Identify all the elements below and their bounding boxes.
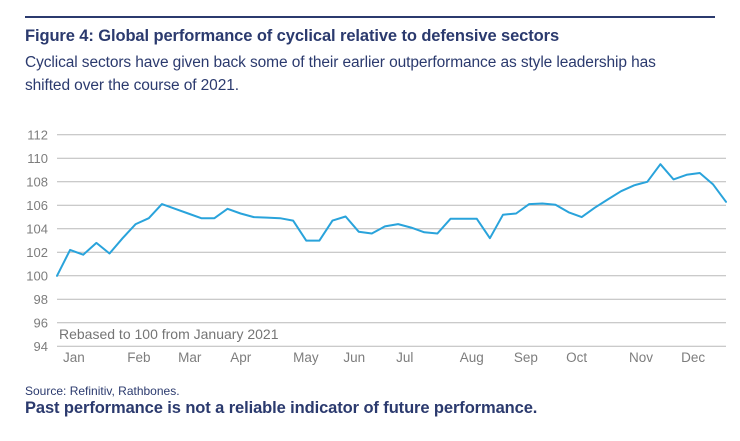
chart-annotation: Rebased to 100 from January 2021: [59, 326, 279, 342]
y-tick-label: 94: [34, 339, 48, 354]
x-tick-label: Nov: [629, 350, 653, 365]
x-tick-label: Aug: [460, 350, 484, 365]
top-divider-rule: [25, 16, 715, 18]
y-tick-label: 104: [26, 221, 48, 236]
disclaimer-text: Past performance is not a reliable indic…: [25, 399, 538, 417]
figure-title: Figure 4: Global performance of cyclical…: [25, 27, 560, 45]
x-tick-label: Jan: [63, 350, 85, 365]
y-tick-label: 110: [27, 151, 48, 166]
x-tick-label: Sep: [514, 350, 538, 365]
y-tick-label: 112: [27, 127, 48, 142]
y-tick-label: 98: [34, 292, 48, 307]
figure-subtitle-line1: Cyclical sectors have given back some of…: [25, 54, 656, 71]
source-note: Source: Refinitiv, Rathbones.: [25, 384, 180, 398]
y-tick-label: 100: [26, 268, 48, 283]
series-line: [56, 163, 727, 277]
figure-subtitle-line2: shifted over the course of 2021.: [25, 77, 239, 94]
x-tick-label: Mar: [178, 350, 202, 365]
x-tick-label: Jun: [343, 350, 365, 365]
x-tick-label: Jul: [396, 350, 413, 365]
y-tick-label: 96: [34, 315, 48, 330]
x-tick-label: Oct: [566, 350, 587, 365]
y-tick-label: 106: [26, 198, 48, 213]
x-tick-label: May: [293, 350, 319, 365]
figure-subtitle: Cyclical sectors have given back some of…: [25, 51, 725, 97]
y-tick-label: 108: [26, 174, 48, 189]
x-tick-label: Apr: [230, 350, 252, 365]
x-tick-label: Dec: [681, 350, 705, 365]
y-tick-label: 102: [26, 245, 48, 260]
x-tick-label: Feb: [127, 350, 150, 365]
